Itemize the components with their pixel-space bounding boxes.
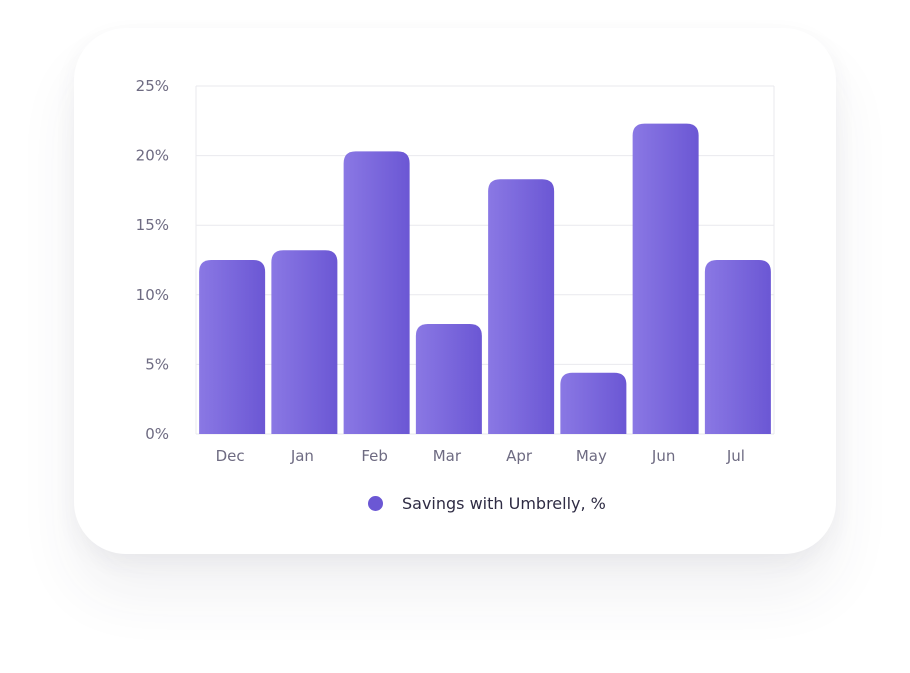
bar-layer [199,123,771,435]
bar-jul [704,260,771,434]
x-tick-label: Mar [433,447,462,465]
bar-jan [271,250,338,434]
y-tick-label: 0% [145,425,169,443]
y-tick-label: 20% [136,147,169,165]
bar-mar [415,324,482,434]
legend: Savings with Umbrelly, % [368,492,606,514]
x-tick-label: Jun [651,447,675,465]
y-tick-label: 10% [136,286,169,304]
x-axis: Dec Jan Feb Mar Apr May Jun Jul [216,447,745,465]
bar-jun [632,123,699,435]
y-tick-label: 5% [145,355,169,373]
bar-dec [199,260,266,434]
legend-marker [368,495,383,511]
y-tick-label: 15% [136,216,169,234]
x-tick-label: May [576,447,607,465]
x-tick-label: Apr [506,447,533,465]
x-tick-label: Jul [726,447,745,465]
legend-label: Savings with Umbrelly, % [402,493,606,513]
bar-apr [488,179,555,434]
y-axis: 0% 5% 10% 15% 20% 25% [136,77,169,443]
x-tick-label: Jan [290,447,314,465]
y-tick-label: 25% [136,77,169,95]
bar-feb [343,151,410,434]
x-tick-label: Dec [216,447,245,465]
bar-may [560,372,627,434]
x-tick-label: Feb [361,447,388,465]
